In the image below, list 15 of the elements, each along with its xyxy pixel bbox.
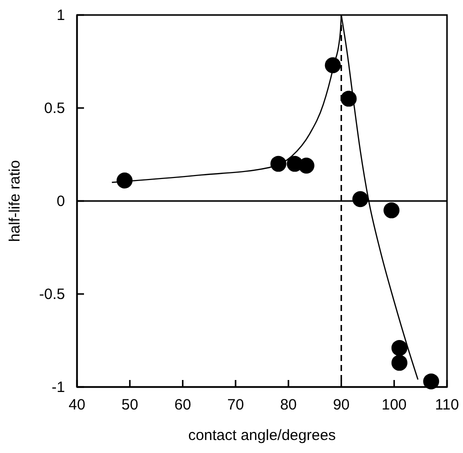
- x-tick-label: 100: [382, 396, 407, 414]
- y-tick-label: -0.5: [39, 286, 65, 303]
- x-tick-label: 50: [122, 396, 138, 414]
- x-tick-label: 80: [280, 396, 297, 414]
- x-tick-label: 110: [435, 396, 459, 414]
- x-tick-label: 60: [174, 396, 192, 414]
- y-tick-label: 0: [56, 192, 65, 210]
- y-tick-label: 0.5: [44, 100, 65, 117]
- x-axis-title: contact angle/degrees: [188, 427, 336, 444]
- y-tick-label: -1: [52, 378, 65, 396]
- x-tick-label: 40: [68, 396, 86, 414]
- x-tick-label: 90: [332, 396, 350, 414]
- x-tick-label: 70: [227, 396, 244, 414]
- y-tick-label: 1: [56, 6, 65, 24]
- y-axis-title: half-life ratio: [6, 160, 24, 242]
